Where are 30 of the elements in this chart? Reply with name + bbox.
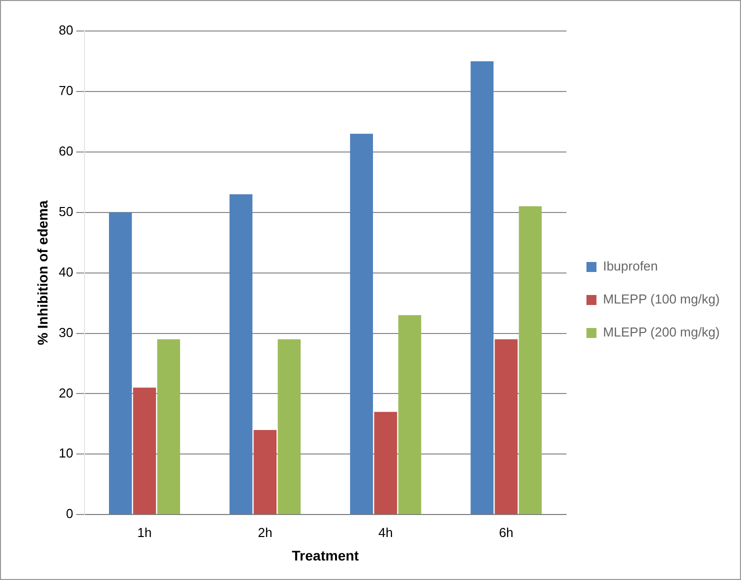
y-tick-label: 20 [58,385,74,400]
bar [133,388,156,514]
x-tick-label: 1h [137,524,152,540]
y-axis-title: % Inhibition of edema [34,200,50,346]
bar [398,315,422,514]
y-tick-label: 60 [58,143,74,158]
x-tick-label: 6h [498,524,514,540]
bar [374,412,398,514]
x-axis-title: Treatment [292,547,360,564]
y-tick-label: 30 [58,324,74,340]
y-tick-label: 80 [58,22,74,38]
bar [108,212,132,514]
y-tick-label: 70 [58,83,74,98]
y-tick-label: 50 [58,204,74,219]
legend-label: MLEPP (200 mg/kg) [602,324,720,340]
y-tick-label: 40 [58,264,74,280]
bar [350,134,373,514]
x-tick-label: 4h [378,524,393,540]
bar [157,339,180,514]
legend-label: MLEPP (100 mg/kg) [602,292,720,307]
bar [278,339,301,514]
bar [254,430,277,514]
legend-label: Ibuprofen [602,258,658,274]
x-tick-label: 2h [258,524,272,540]
bar [470,61,494,514]
bar [230,194,252,514]
bar [518,206,542,514]
bar [494,339,518,514]
y-tick-label: 0 [66,506,74,522]
y-tick-label: 10 [58,446,74,461]
